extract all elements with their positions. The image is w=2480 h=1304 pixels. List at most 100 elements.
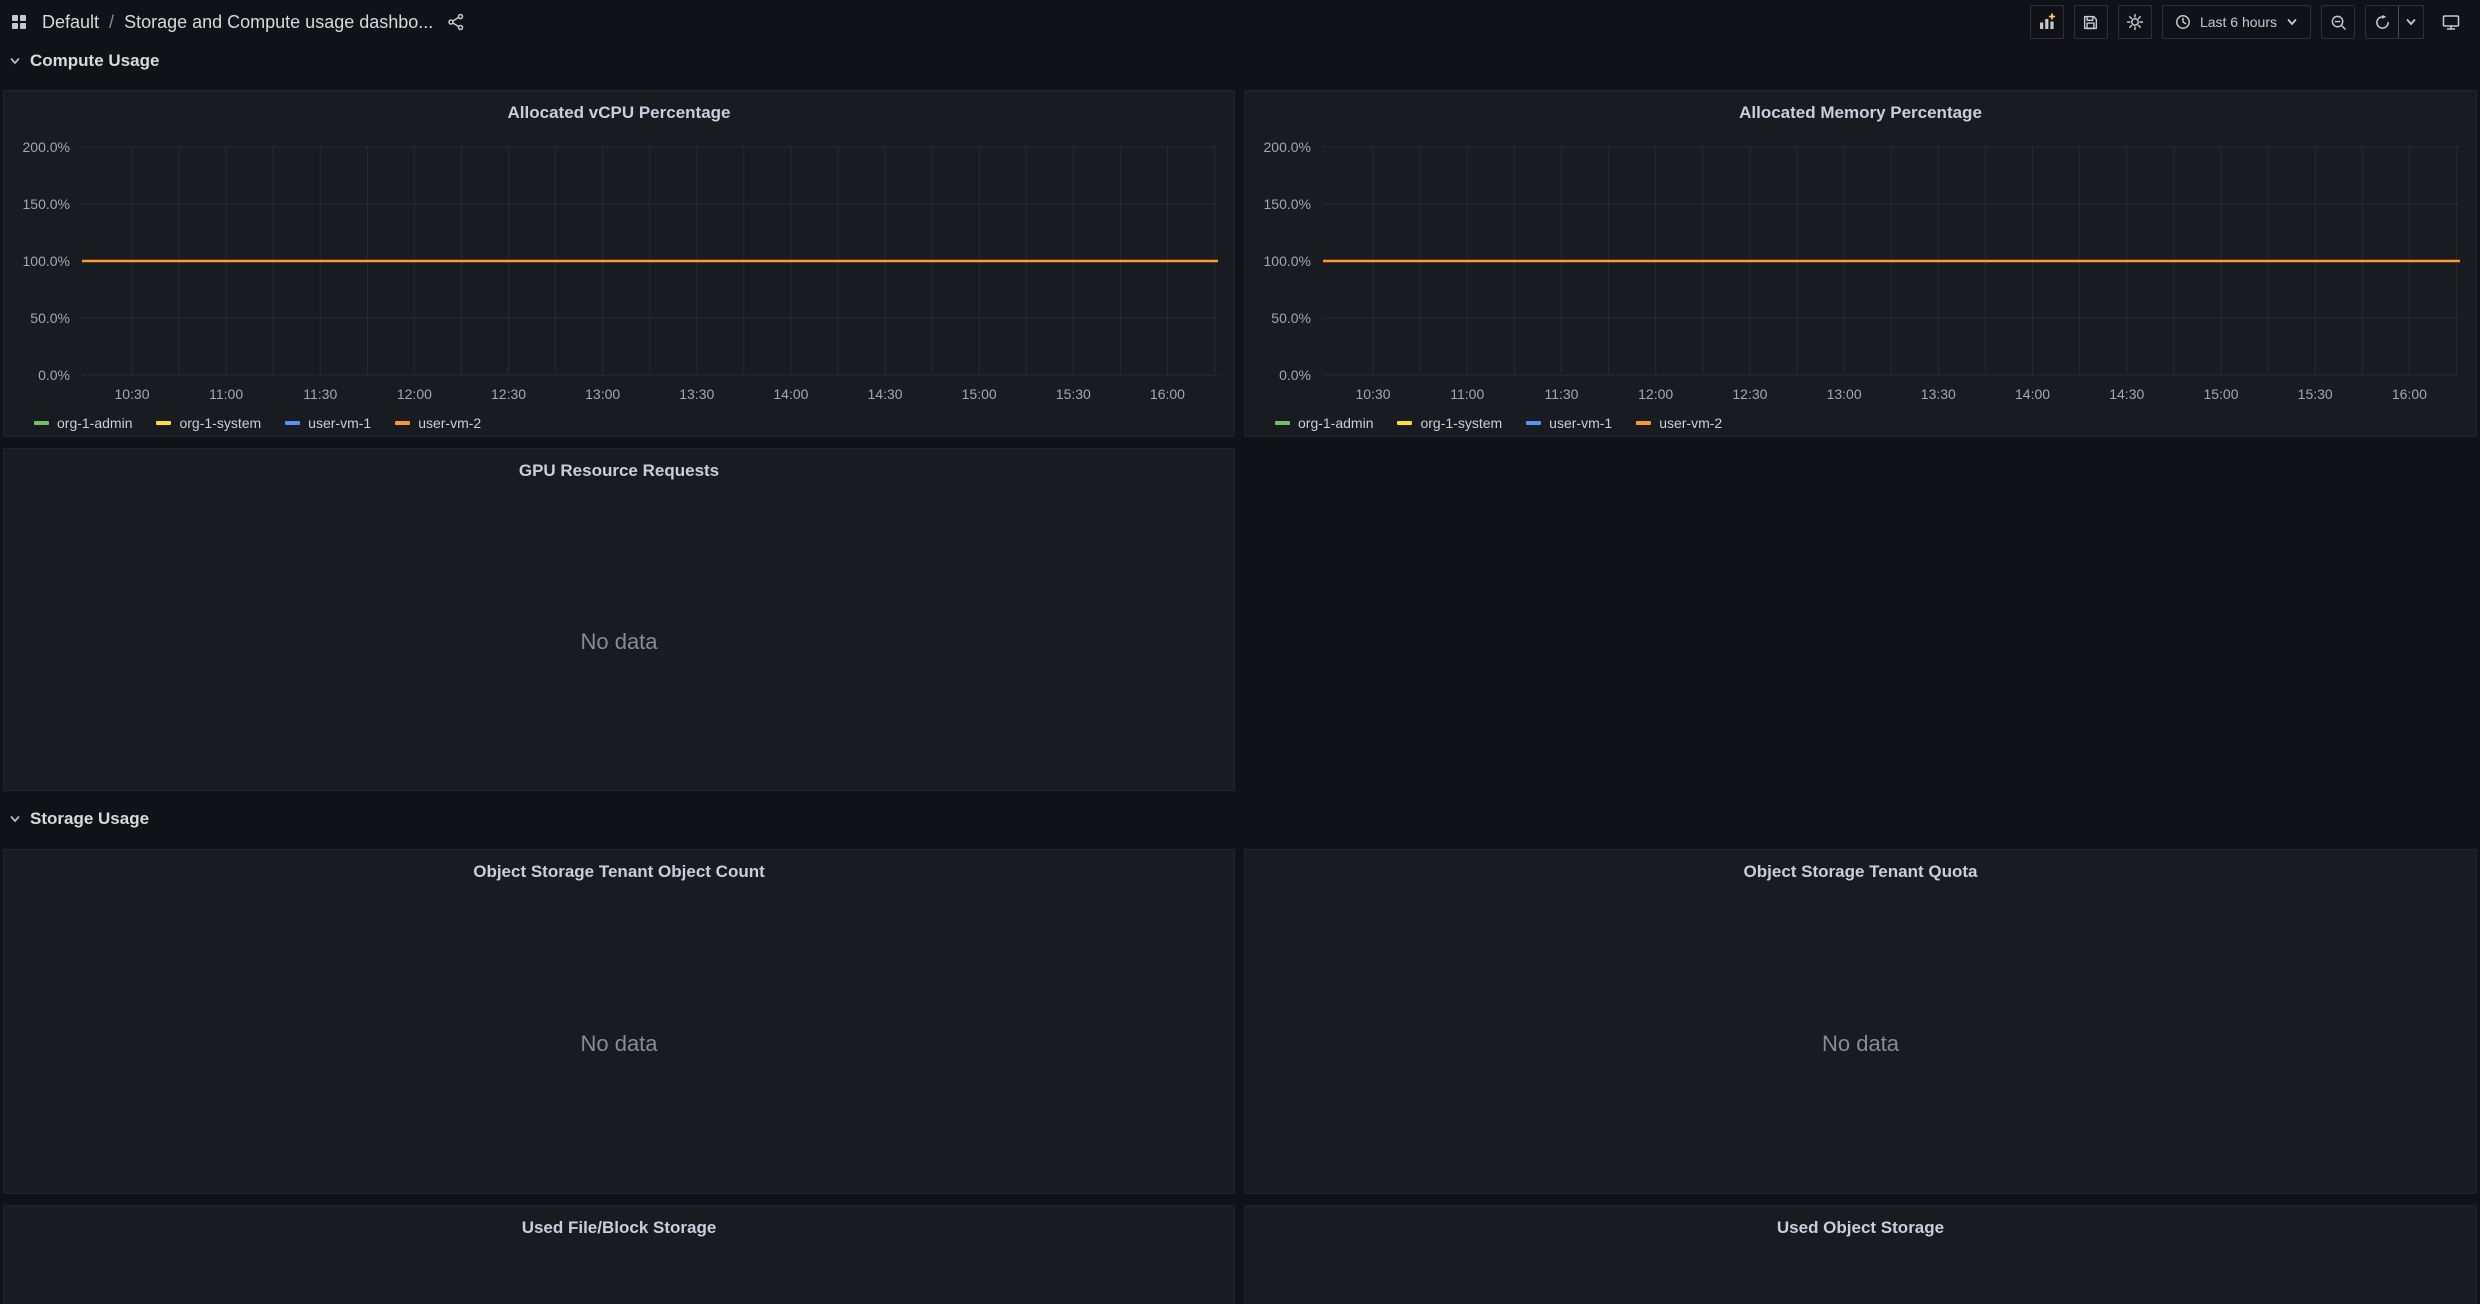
panel-title-text: Object Storage Tenant Quota	[1743, 862, 1978, 881]
legend-color-dash	[395, 421, 411, 425]
legend-label: user-vm-1	[1549, 415, 1613, 431]
x-axis-tick-label: 15:00	[961, 386, 997, 402]
legend-item-user-vm-2[interactable]: user-vm-2	[395, 415, 481, 431]
legend-color-dash	[285, 421, 301, 425]
x-axis-tick-label: 14:30	[867, 386, 903, 402]
legend-item-org-1-system[interactable]: org-1-system	[1397, 415, 1502, 431]
legend-item-org-1-admin[interactable]: org-1-admin	[34, 415, 132, 431]
chevron-down-icon	[8, 812, 22, 826]
x-axis-tick-label: 15:30	[1055, 386, 1091, 402]
chevron-down-icon	[8, 54, 22, 68]
legend-color-dash	[1636, 421, 1652, 425]
time-range-label: Last 6 hours	[2199, 14, 2277, 30]
no-data-message: No data	[580, 1030, 658, 1056]
x-axis-tick-label: 10:30	[114, 386, 150, 402]
panel-title[interactable]: Used Object Storage	[1245, 1206, 2476, 1250]
panel-gpu-resource-requests: GPU Resource Requests No data	[3, 448, 1235, 791]
save-dashboard-button[interactable]	[2073, 5, 2108, 39]
x-axis-tick-label: 11:00	[1450, 386, 1485, 402]
y-axis-tick-label: 100.0%	[22, 253, 70, 269]
x-axis-tick-label: 12:30	[1732, 386, 1768, 402]
refresh-interval-dropdown[interactable]	[2398, 5, 2424, 39]
row-title: Compute Usage	[30, 51, 160, 70]
save-icon	[2082, 14, 2099, 31]
breadcrumb: Default / Storage and Compute usage dash…	[42, 12, 433, 33]
y-axis-tick-label: 50.0%	[1271, 310, 1311, 326]
x-axis-tick-label: 10:30	[1355, 386, 1391, 402]
panel-title[interactable]: Allocated vCPU Percentage	[4, 91, 1234, 135]
panel-used-file-block-storage: Used File/Block Storage	[3, 1205, 1235, 1304]
legend-item-user-vm-1[interactable]: user-vm-1	[285, 415, 371, 431]
legend-label: org-1-system	[179, 415, 262, 431]
breadcrumb-folder[interactable]: Default	[42, 11, 100, 32]
clock-icon	[2175, 14, 2191, 30]
top-nav: Default / Storage and Compute usage dash…	[0, 0, 2480, 44]
refresh-button[interactable]	[2365, 5, 2399, 39]
chevron-down-icon	[2405, 16, 2417, 28]
timeseries-plot[interactable]: 0.0% 50.0% 100.0% 150.0% 200.0%	[1264, 140, 2460, 382]
panel-title[interactable]: GPU Resource Requests	[4, 449, 1234, 493]
legend-label: org-1-admin	[1298, 415, 1374, 431]
x-axis-tick-label: 11:00	[209, 386, 244, 402]
legend-color-dash	[34, 421, 49, 425]
legend: org-1-admin org-1-system user-vm-1 user-vm-…	[34, 411, 1218, 435]
time-range-picker[interactable]: Last 6 hours	[2161, 5, 2311, 39]
legend-item-user-vm-2[interactable]: user-vm-2	[1636, 415, 1722, 431]
x-axis-tick-label: 14:00	[773, 386, 809, 402]
x-axis-tick-label: 15:30	[2297, 386, 2333, 402]
breadcrumb-dashboard[interactable]: Storage and Compute usage dashbo...	[124, 11, 434, 32]
x-axis-tick-label: 11:30	[1544, 386, 1579, 402]
x-axis-tick-label: 14:30	[2109, 386, 2145, 402]
legend-item-org-1-admin[interactable]: org-1-admin	[1275, 415, 1373, 431]
x-axis-tick-label: 13:30	[679, 386, 715, 402]
panel-used-object-storage: Used Object Storage	[1244, 1205, 2477, 1304]
chart-canvas	[1323, 147, 2460, 375]
legend-label: org-1-system	[1420, 415, 1503, 431]
legend-label: user-vm-2	[418, 415, 482, 431]
legend-label: user-vm-1	[308, 415, 372, 431]
kiosk-mode-button[interactable]	[2434, 5, 2468, 39]
x-axis-tick-label: 13:30	[1920, 386, 1956, 402]
panel-title-text: Allocated vCPU Percentage	[507, 103, 731, 122]
legend-color-dash	[1275, 421, 1290, 425]
zoom-out-button[interactable]	[2321, 5, 2355, 39]
breadcrumb-separator: /	[109, 11, 115, 32]
apps-grid-icon[interactable]	[10, 13, 28, 31]
x-axis: 10:30 11:00 11:30 12:00 12:30 13:00 13:30 14:00…	[1323, 386, 2460, 404]
panel-title[interactable]: Allocated Memory Percentage	[1245, 91, 2476, 135]
row-storage-usage[interactable]: Storage Usage	[8, 804, 149, 834]
timeseries-plot[interactable]: 0.0% 50.0% 100.0% 150.0% 200.0%	[23, 140, 1218, 382]
x-axis: 10:30 11:00 11:30 12:00 12:30 13:00 13:30 14:00…	[82, 386, 1218, 404]
panel-title-text: Object Storage Tenant Object Count	[473, 862, 765, 881]
zoom-out-icon	[2330, 14, 2347, 31]
panel-title[interactable]: Object Storage Tenant Quota	[1245, 850, 2476, 894]
row-compute-usage[interactable]: Compute Usage	[8, 46, 159, 76]
panel-title-text: Used File/Block Storage	[521, 1218, 717, 1237]
no-data-message: No data	[580, 628, 658, 654]
legend-label: user-vm-2	[1659, 415, 1723, 431]
gear-icon	[2126, 13, 2144, 31]
y-axis-tick-label: 0.0%	[1279, 367, 1311, 383]
x-axis-tick-label: 11:30	[303, 386, 338, 402]
chevron-down-icon	[2286, 16, 2298, 28]
refresh-button-group	[2365, 5, 2424, 39]
panel-title[interactable]: Object Storage Tenant Object Count	[4, 850, 1234, 894]
share-icon[interactable]	[447, 13, 465, 31]
legend-color-dash	[156, 421, 172, 425]
refresh-icon	[2374, 14, 2391, 31]
x-axis-tick-label: 15:00	[2203, 386, 2239, 402]
legend-item-org-1-system[interactable]: org-1-system	[156, 415, 261, 431]
y-axis-tick-label: 200.0%	[22, 139, 70, 155]
x-axis-tick-label: 16:00	[1149, 386, 1185, 402]
monitor-icon	[2442, 13, 2460, 31]
panel-title-text: Used Object Storage	[1776, 1218, 1945, 1237]
panel-object-storage-tenant-quota: Object Storage Tenant Quota No data	[1244, 849, 2477, 1194]
x-axis-tick-label: 13:00	[1826, 386, 1862, 402]
y-axis-tick-label: 0.0%	[38, 367, 70, 383]
add-panel-button[interactable]	[2029, 5, 2064, 39]
legend-item-user-vm-1[interactable]: user-vm-1	[1526, 415, 1612, 431]
x-axis-tick-label: 12:30	[490, 386, 527, 402]
no-data-message: No data	[1821, 1030, 1900, 1056]
settings-button[interactable]	[2117, 5, 2152, 39]
panel-title[interactable]: Used File/Block Storage	[4, 1206, 1234, 1250]
